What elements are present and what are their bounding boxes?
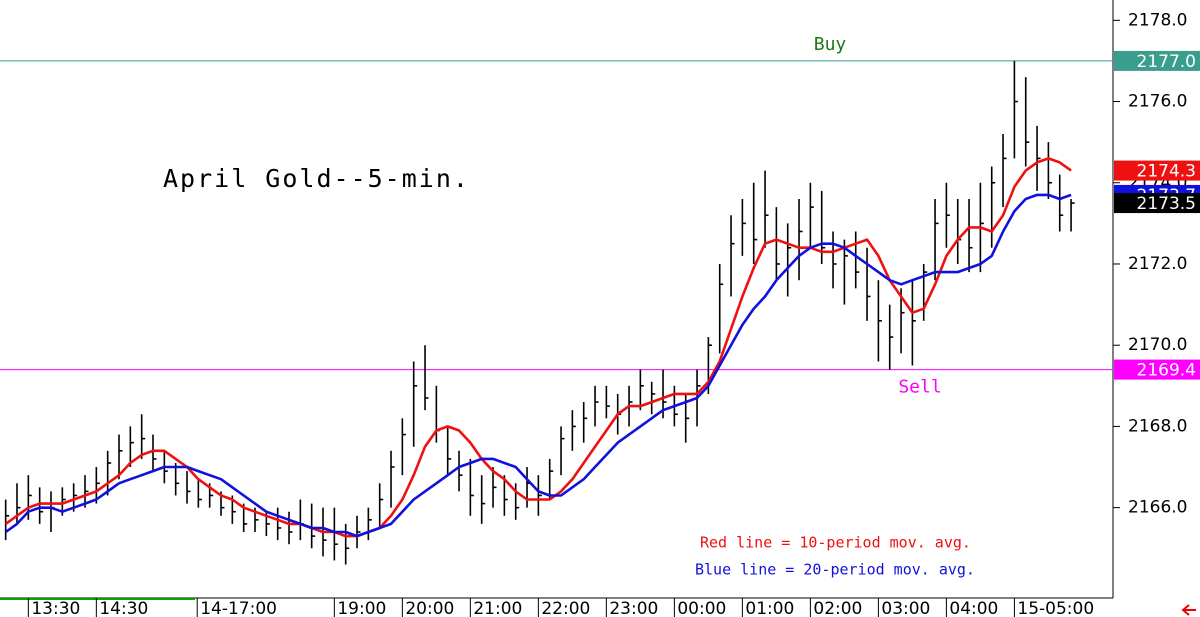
- y-tick-label: 2168.0: [1128, 416, 1187, 436]
- price-label-box: [1114, 359, 1200, 380]
- level-label: Sell: [898, 377, 941, 398]
- x-tick-label: 03:00: [881, 599, 930, 617]
- price-label-box: [1114, 50, 1200, 71]
- x-tick-label: 13:30: [31, 599, 80, 617]
- price-label-box: [1114, 193, 1200, 214]
- x-tick-label: 02:00: [813, 599, 862, 617]
- x-tick-label: 21:00: [473, 599, 522, 617]
- price-label: 2174.3: [1137, 162, 1196, 182]
- price-label: 2173.5: [1137, 194, 1196, 214]
- y-tick-label: 2170.0: [1128, 335, 1187, 355]
- x-tick-label: 22:00: [541, 599, 590, 617]
- x-tick-label: 19:00: [337, 599, 386, 617]
- x-tick-label: 00:00: [677, 599, 726, 617]
- x-tick-label: 04:00: [949, 599, 998, 617]
- y-tick-label: 2178.0: [1128, 10, 1187, 30]
- legend-entry: Blue line = 20-period mov. avg.: [695, 561, 975, 579]
- x-tick-label: 15-05:00: [1017, 599, 1094, 617]
- x-tick-label: 01:00: [745, 599, 794, 617]
- chart-title: April Gold--5-min.: [163, 164, 470, 193]
- y-tick-label: 2166.0: [1128, 498, 1187, 518]
- price-label: 2169.4: [1137, 361, 1196, 381]
- y-tick-label: 2176.0: [1128, 92, 1187, 112]
- y-tick-label: 2172.0: [1128, 254, 1187, 274]
- x-tick-label: 23:00: [609, 599, 658, 617]
- x-tick-label: 14-17:00: [200, 599, 277, 617]
- x-tick-label: 14:30: [99, 599, 148, 617]
- scroll-arrow[interactable]: [1181, 604, 1196, 616]
- moving-average-line: [4, 193, 1072, 538]
- price-label: 2177.0: [1137, 52, 1196, 72]
- price-label-box: [1114, 160, 1200, 181]
- legend-entry: Red line = 10-period mov. avg.: [700, 534, 971, 552]
- x-tick-label: 20:00: [405, 599, 454, 617]
- moving-average-line: [4, 157, 1072, 538]
- level-label: Buy: [814, 34, 847, 55]
